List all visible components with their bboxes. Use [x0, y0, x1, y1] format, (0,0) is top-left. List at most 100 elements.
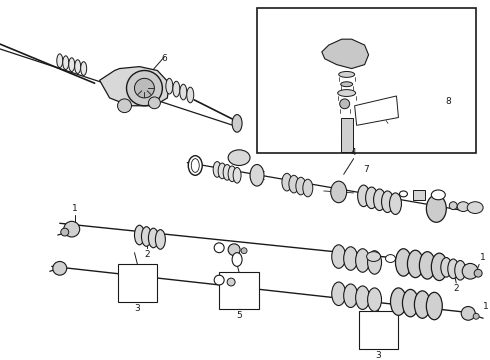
- Ellipse shape: [431, 190, 445, 200]
- Ellipse shape: [289, 175, 299, 193]
- Bar: [414, 190, 425, 200]
- Ellipse shape: [81, 62, 87, 75]
- Ellipse shape: [69, 58, 74, 72]
- Bar: [341, 117, 353, 152]
- Ellipse shape: [467, 202, 483, 213]
- Ellipse shape: [426, 292, 442, 320]
- Circle shape: [228, 244, 240, 256]
- Ellipse shape: [373, 189, 386, 211]
- Ellipse shape: [332, 282, 345, 306]
- Bar: [359, 311, 398, 348]
- Circle shape: [473, 313, 479, 319]
- Ellipse shape: [367, 252, 381, 261]
- Circle shape: [461, 306, 475, 320]
- Ellipse shape: [250, 165, 264, 186]
- Circle shape: [241, 248, 247, 254]
- Polygon shape: [322, 39, 368, 68]
- Circle shape: [61, 228, 69, 236]
- Ellipse shape: [232, 114, 242, 132]
- Ellipse shape: [368, 251, 382, 274]
- Ellipse shape: [358, 185, 369, 207]
- Ellipse shape: [407, 250, 423, 278]
- Text: 3: 3: [376, 351, 381, 360]
- Ellipse shape: [232, 253, 242, 266]
- Ellipse shape: [180, 84, 187, 100]
- Text: 2: 2: [145, 250, 150, 259]
- Circle shape: [227, 278, 235, 286]
- Ellipse shape: [402, 289, 418, 317]
- Text: 3: 3: [135, 303, 140, 312]
- Ellipse shape: [223, 165, 231, 180]
- Circle shape: [214, 243, 224, 253]
- Ellipse shape: [386, 255, 395, 262]
- Ellipse shape: [431, 253, 447, 280]
- Ellipse shape: [233, 167, 241, 183]
- Ellipse shape: [419, 252, 435, 279]
- Polygon shape: [355, 96, 398, 125]
- Text: 2: 2: [453, 284, 459, 293]
- Ellipse shape: [457, 202, 469, 212]
- Ellipse shape: [57, 54, 63, 68]
- Ellipse shape: [228, 150, 250, 166]
- Ellipse shape: [399, 191, 407, 197]
- Ellipse shape: [395, 249, 412, 276]
- Text: 1: 1: [483, 302, 489, 311]
- Ellipse shape: [332, 245, 345, 268]
- Ellipse shape: [426, 195, 446, 222]
- Ellipse shape: [340, 99, 350, 109]
- Ellipse shape: [142, 227, 151, 246]
- Ellipse shape: [148, 228, 158, 248]
- Text: 1: 1: [480, 253, 486, 262]
- Ellipse shape: [343, 284, 358, 307]
- Polygon shape: [99, 67, 170, 106]
- Circle shape: [126, 71, 162, 106]
- Ellipse shape: [155, 230, 165, 249]
- Ellipse shape: [188, 156, 202, 175]
- Circle shape: [214, 275, 224, 285]
- Ellipse shape: [368, 288, 382, 311]
- Ellipse shape: [218, 163, 226, 179]
- Ellipse shape: [191, 159, 199, 172]
- Ellipse shape: [356, 286, 369, 310]
- Ellipse shape: [296, 177, 306, 195]
- Text: 6: 6: [162, 54, 167, 63]
- Circle shape: [134, 78, 154, 98]
- Ellipse shape: [343, 247, 358, 270]
- Ellipse shape: [415, 291, 430, 318]
- Circle shape: [53, 261, 67, 275]
- Ellipse shape: [338, 90, 356, 96]
- Ellipse shape: [166, 78, 173, 94]
- Text: 4: 4: [351, 148, 356, 157]
- Ellipse shape: [441, 257, 452, 277]
- Ellipse shape: [366, 187, 378, 208]
- Text: 7: 7: [364, 165, 369, 174]
- Ellipse shape: [187, 87, 194, 103]
- Ellipse shape: [382, 191, 393, 212]
- Circle shape: [64, 221, 80, 237]
- Ellipse shape: [341, 82, 353, 87]
- Ellipse shape: [173, 81, 180, 97]
- Bar: [219, 272, 259, 310]
- Bar: [118, 264, 157, 302]
- Ellipse shape: [228, 166, 236, 182]
- Ellipse shape: [134, 225, 145, 245]
- Ellipse shape: [390, 193, 401, 215]
- Ellipse shape: [213, 162, 221, 177]
- Circle shape: [474, 269, 482, 277]
- Ellipse shape: [356, 249, 369, 272]
- Text: 1: 1: [72, 204, 77, 213]
- Ellipse shape: [74, 60, 81, 73]
- Ellipse shape: [391, 288, 406, 315]
- Circle shape: [462, 264, 478, 279]
- Circle shape: [148, 97, 160, 109]
- Ellipse shape: [331, 181, 346, 203]
- Ellipse shape: [339, 72, 355, 77]
- Bar: [257, 8, 476, 153]
- Ellipse shape: [282, 173, 292, 191]
- Ellipse shape: [449, 202, 457, 210]
- Circle shape: [118, 99, 131, 113]
- Text: 8: 8: [445, 97, 451, 106]
- Ellipse shape: [303, 179, 313, 197]
- Ellipse shape: [63, 56, 69, 69]
- Ellipse shape: [448, 259, 459, 279]
